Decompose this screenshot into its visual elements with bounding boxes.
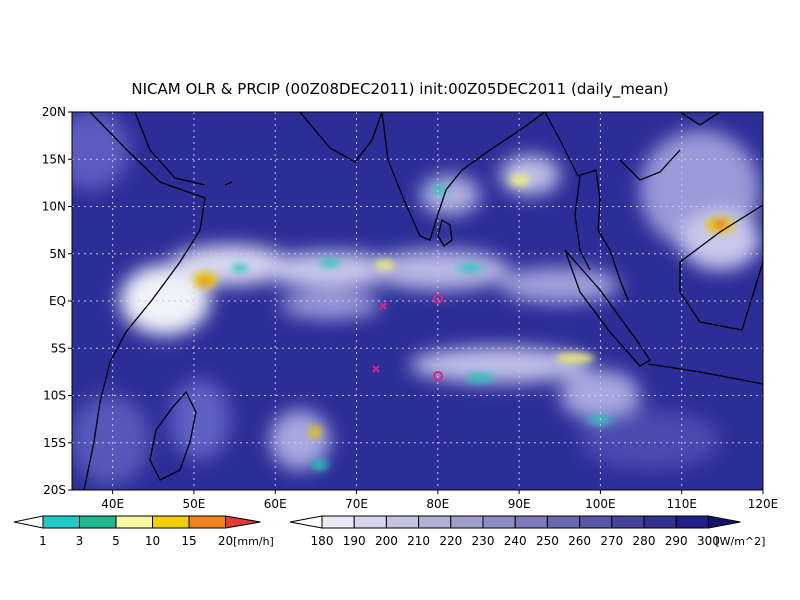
- colorbar-end: [289, 515, 323, 529]
- colorbar-label: 220: [439, 534, 462, 548]
- lat-label: EQ: [49, 294, 66, 308]
- colorbar-end: [225, 515, 261, 529]
- sumatra-coast: [564, 249, 651, 367]
- colorbar-box: [675, 515, 709, 529]
- colorbar-label: 250: [536, 534, 559, 548]
- colorbar-box: [385, 515, 420, 529]
- colorbar-box: [188, 515, 226, 529]
- colorbar-label: 260: [568, 534, 591, 548]
- colorbar-box: [579, 515, 613, 529]
- borneo-coast: [679, 204, 763, 331]
- coastlines: [83, 112, 763, 490]
- axis-labels: 20N 15N 10N 5N EQ 5S 10S 15S 20S 40E 50E 60E 70E 80E 9…: [42, 105, 779, 511]
- madagascar-coast: [149, 390, 197, 481]
- africa-coast: [83, 112, 206, 490]
- lon-label: 100E: [585, 497, 616, 511]
- colorbar-label: 210: [407, 534, 430, 548]
- indochina-coast: [619, 112, 721, 181]
- colorbar-label: 180: [311, 534, 334, 548]
- java-coast: [647, 363, 763, 385]
- colorbar-label: 190: [343, 534, 366, 548]
- markers: [372, 294, 443, 381]
- colorbar-box: [152, 515, 190, 529]
- colorbar-box: [643, 515, 677, 529]
- colorbar-box: [450, 515, 484, 529]
- colorbar-box: [115, 515, 153, 529]
- colorbar-label: 3: [76, 534, 84, 548]
- colorbar-label: 280: [633, 534, 656, 548]
- mainland-coast: [544, 112, 629, 301]
- arabia-coast: [134, 112, 233, 186]
- lon-label: 40E: [101, 497, 124, 511]
- lat-label: 15N: [42, 152, 66, 166]
- colorbar-label: 20: [218, 534, 233, 548]
- lon-label: 60E: [264, 497, 287, 511]
- lat-label: 20N: [42, 105, 66, 119]
- colorbar-label: 300: [697, 534, 720, 548]
- colorbar-box: [353, 515, 387, 529]
- colorbar-label: 5: [112, 534, 120, 548]
- colorbar-unit: [W/m^2]: [715, 535, 765, 548]
- lon-label: 80E: [426, 497, 449, 511]
- lon-label: 110E: [666, 497, 697, 511]
- colorbar-box: [79, 515, 117, 529]
- colorbar-box: [321, 515, 355, 529]
- x-marker: [372, 365, 380, 373]
- colorbar-label: 270: [600, 534, 623, 548]
- colorbar-end: [13, 515, 44, 529]
- lon-label: 70E: [345, 497, 368, 511]
- colorbar-end: [707, 515, 741, 529]
- colorbar-label: 10: [145, 534, 160, 548]
- lat-label: 5N: [49, 247, 66, 261]
- colorbar-label: 15: [181, 534, 196, 548]
- lat-label: 5S: [51, 341, 66, 355]
- circle-marker: [433, 294, 443, 304]
- india-coast: [299, 112, 546, 241]
- lat-label: 10S: [43, 389, 66, 403]
- colorbar-label: 230: [472, 534, 495, 548]
- colorbar-box: [514, 515, 548, 529]
- colorbars: 1 3 5 10 15 20 [mm/h] 180 190 200 210 220 230 240 250 2…: [13, 515, 765, 548]
- colorbar-label: 290: [665, 534, 688, 548]
- lat-label: 20S: [43, 483, 66, 497]
- colorbar-box: [546, 515, 581, 529]
- srilanka-coast: [437, 218, 453, 247]
- map-area: [72, 112, 763, 490]
- colorbar-unit: [mm/h]: [233, 535, 274, 548]
- precip-cells: [193, 174, 734, 470]
- x-marker: [379, 302, 387, 310]
- lon-label: 50E: [183, 497, 206, 511]
- circle-marker: [433, 371, 443, 381]
- lat-label: 10N: [42, 200, 66, 214]
- lon-label: 90E: [508, 497, 531, 511]
- colorbar-label: 200: [375, 534, 398, 548]
- colorbar-label: 1: [39, 534, 47, 548]
- lon-label: 120E: [748, 497, 779, 511]
- colorbar-box: [418, 515, 452, 529]
- colorbar-box: [482, 515, 516, 529]
- map-title: NICAM OLR & PRCIP (00Z08DEC2011) init:00…: [131, 80, 668, 99]
- colorbar-label: 240: [504, 534, 527, 548]
- lat-label: 15S: [43, 436, 66, 450]
- colorbar-box: [611, 515, 645, 529]
- colorbar-box: [42, 515, 80, 529]
